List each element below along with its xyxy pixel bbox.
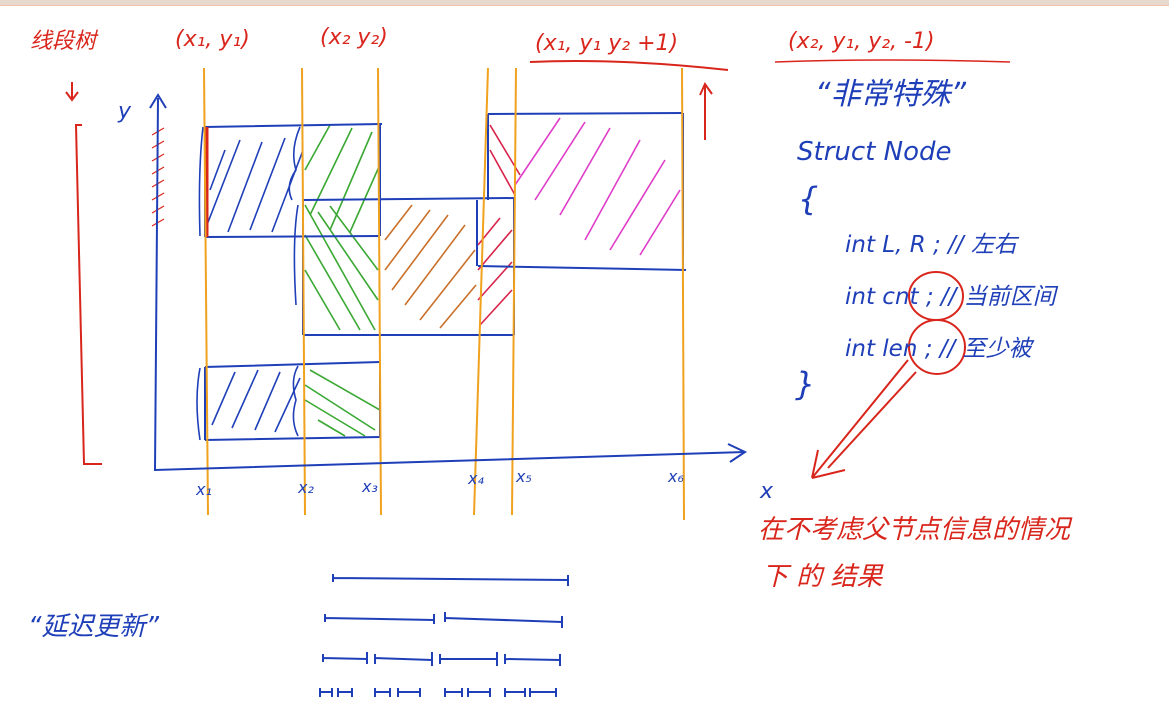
note-line-2: 下 的 结果 xyxy=(762,562,885,592)
segment-tree-bracket xyxy=(65,82,102,465)
struct-head: Struct Node xyxy=(797,137,951,167)
rect-bottom-edges xyxy=(204,361,381,441)
rectangles xyxy=(204,112,687,441)
scanlines xyxy=(203,67,685,521)
hatch-rect-h xyxy=(304,369,380,437)
field-len: int len ; // 至少被 xyxy=(845,336,1035,362)
x-axis-arrow xyxy=(727,443,748,463)
tuple-4-underline xyxy=(774,59,1011,63)
brace-marks xyxy=(196,126,301,441)
tuple-underline xyxy=(529,60,729,140)
tick-x6: x₆ xyxy=(667,467,684,486)
struct-brace-open: { xyxy=(798,180,818,218)
hatch-rect-g xyxy=(211,369,301,433)
x-axis-label: x xyxy=(759,479,774,504)
pointer-arrow xyxy=(811,359,917,479)
rect-top-left-edges xyxy=(204,123,383,238)
tick-x1: x₁ xyxy=(195,480,212,499)
scanline-x1 xyxy=(203,67,209,516)
tick-x3: x₃ xyxy=(361,477,378,496)
y-axis-label: y xyxy=(117,99,132,124)
tick-x4: x₄ xyxy=(467,469,484,488)
segment-tree-label: 线段树 xyxy=(30,29,99,54)
tuple-1-label: (x₁, y₁) xyxy=(175,27,250,52)
len-circle xyxy=(908,319,966,375)
note-line-1: 在不考虑父节点信息的情况 xyxy=(758,515,1073,545)
hatch-rect-b xyxy=(304,124,380,233)
tuple-4-label: (x₂, y₁, y₂, -1) xyxy=(788,29,935,54)
very-special-label: “非常特殊” xyxy=(815,77,967,112)
field-lr: int L, R ; // 左右 xyxy=(845,232,1020,258)
y-axis-arrow xyxy=(149,93,167,109)
tuple-3-label: (x₁, y₁ y₂ +1) xyxy=(535,31,678,56)
field-cnt: int cnt ; // 当前区间 xyxy=(845,284,1059,310)
tick-x5: x₅ xyxy=(515,467,532,486)
hatch-rect-f xyxy=(514,117,681,256)
scanline-x3 xyxy=(377,67,382,516)
axis-lines xyxy=(153,97,746,472)
rect-right-edges xyxy=(477,112,687,271)
scanline-x5 xyxy=(511,67,517,516)
lazy-update-segments xyxy=(319,574,569,697)
tick-x2: x₂ xyxy=(297,478,314,497)
struct-brace-close: } xyxy=(795,365,815,403)
lazy-update-label: “延迟更新” xyxy=(28,612,159,642)
window-top-edge xyxy=(0,0,1169,6)
field-circles xyxy=(811,271,966,479)
x-tick-labels: x₁ x₂ x₃ x₄ x₅ x₆ xyxy=(195,467,684,499)
scanline-x6 xyxy=(681,67,685,521)
axes xyxy=(149,93,748,472)
tuple-2-label: (x₂ y₂) xyxy=(320,25,388,50)
scanline-x4 xyxy=(473,67,489,516)
hatch-rect-d xyxy=(384,204,477,329)
hatch-rect-c xyxy=(304,204,379,331)
scanline-x2 xyxy=(301,67,306,516)
